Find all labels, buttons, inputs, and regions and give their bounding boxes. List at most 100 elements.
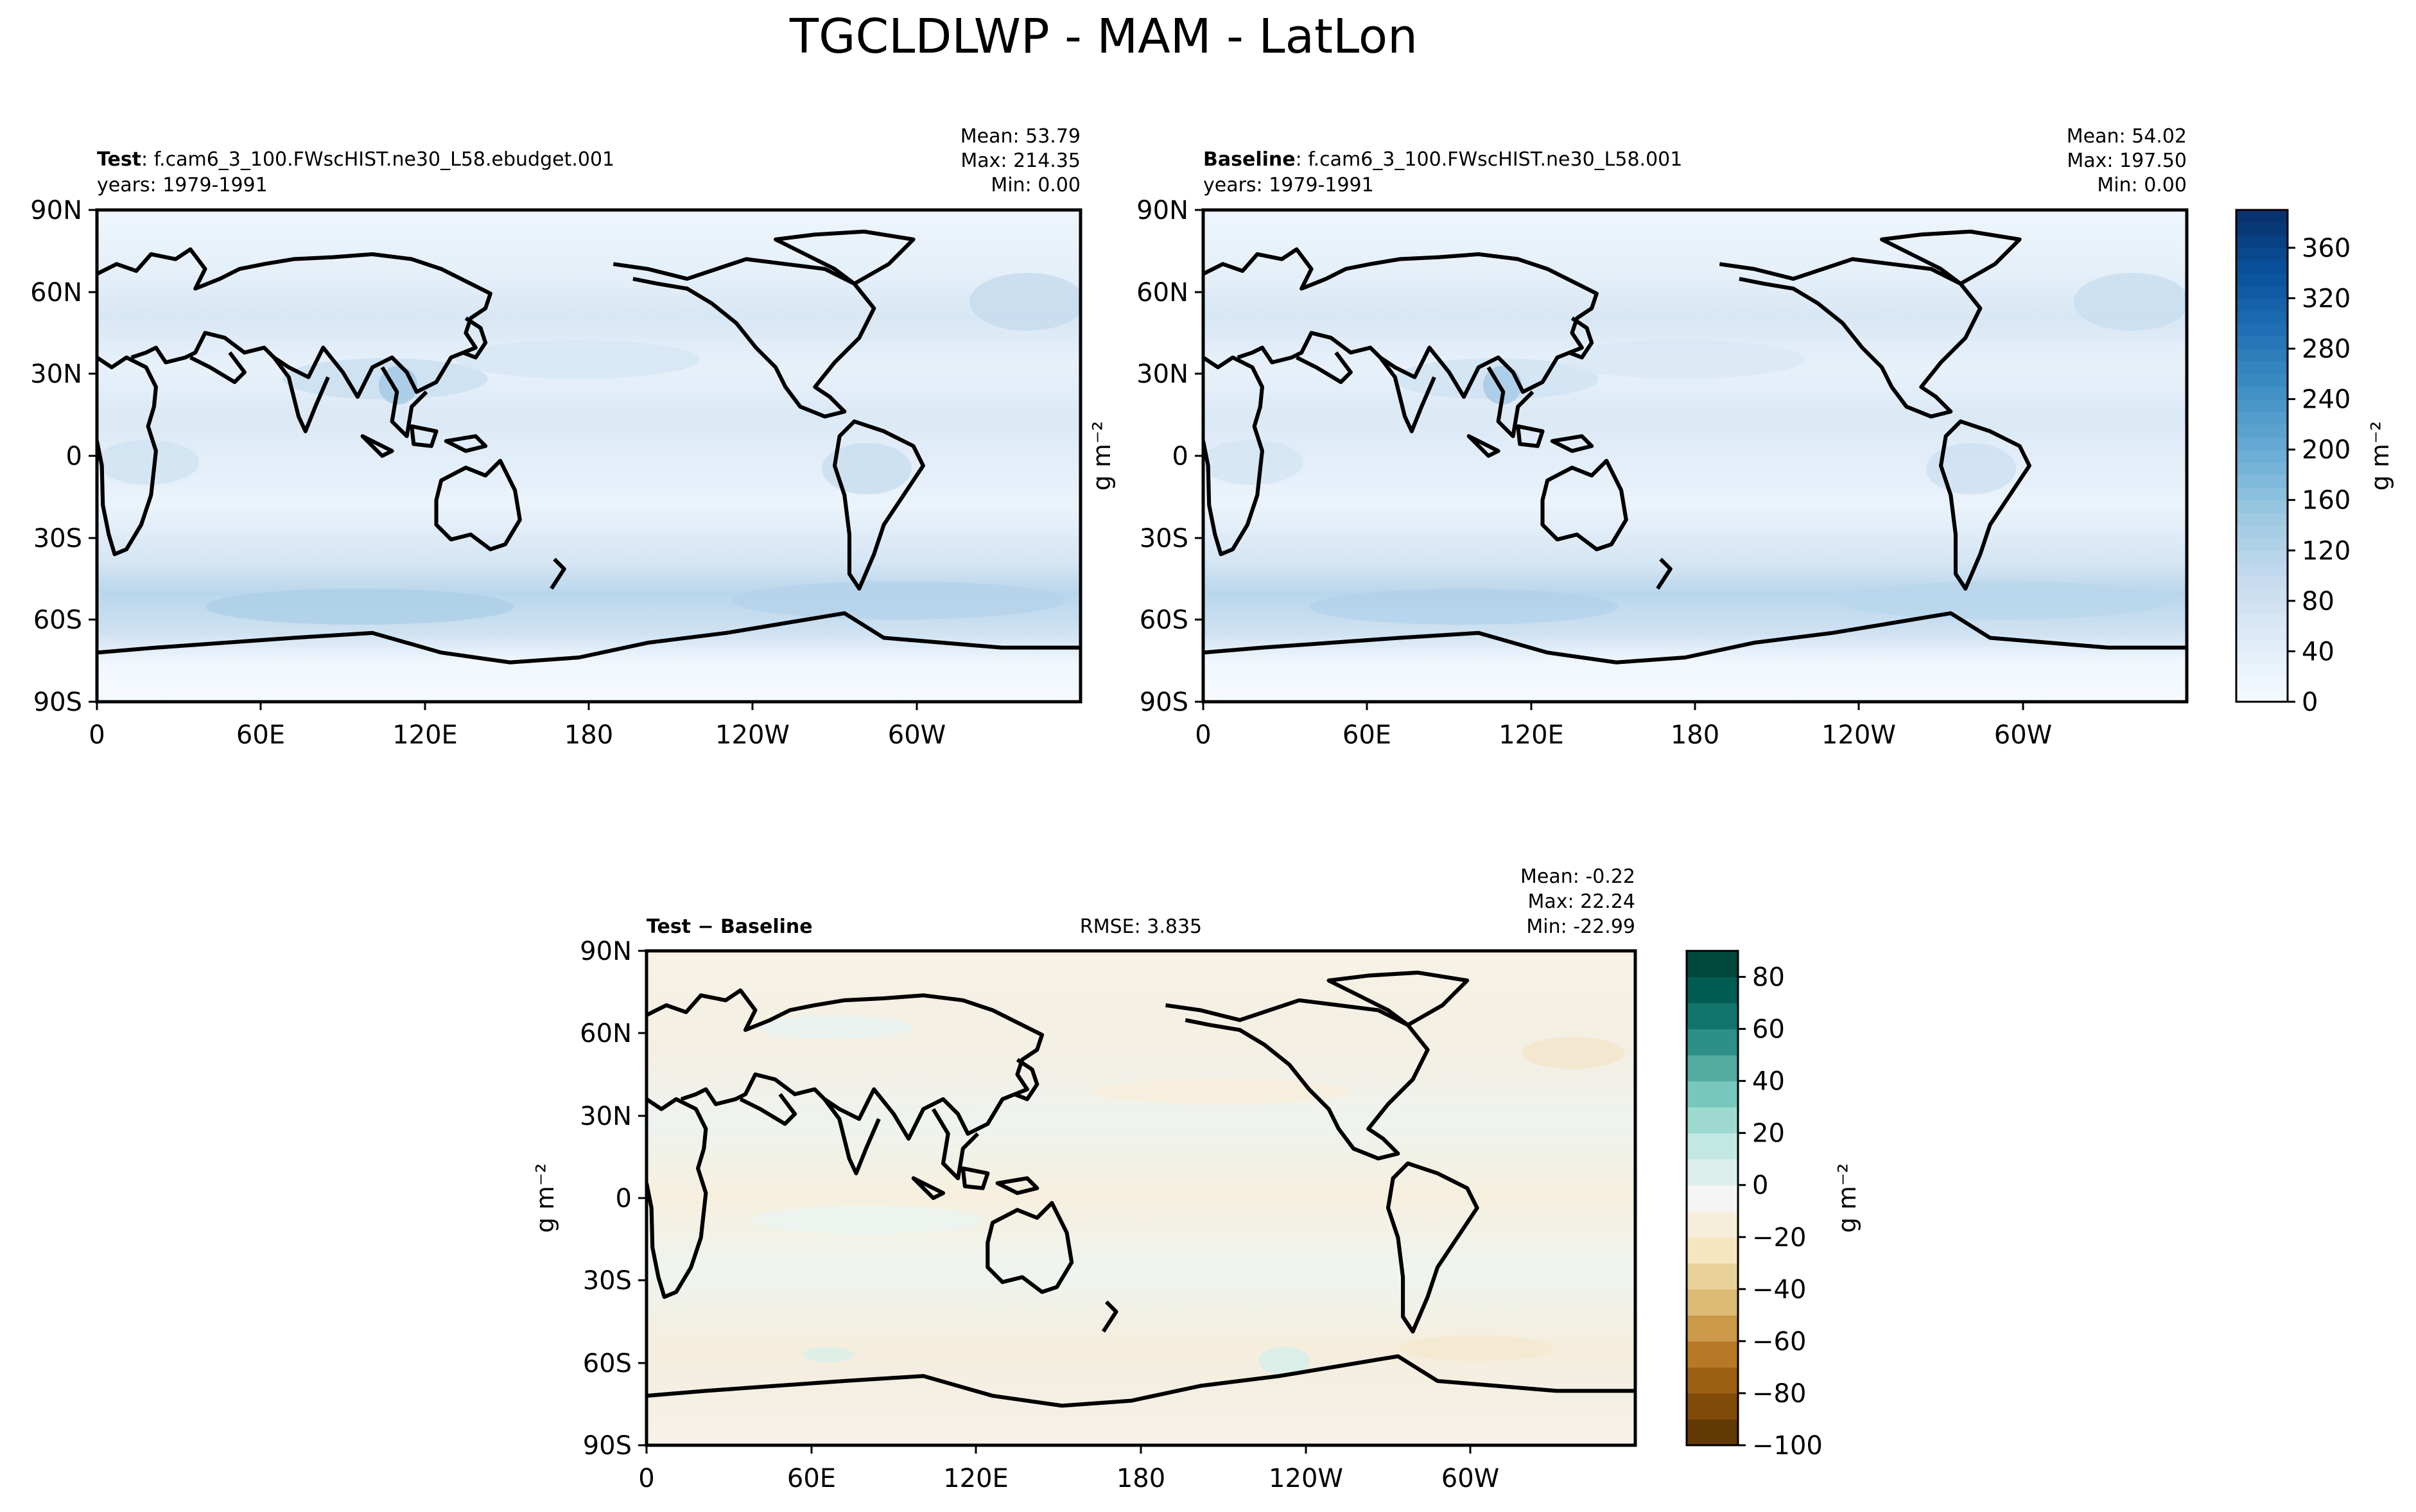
colorbar-swatch [2236, 349, 2288, 362]
difference-xtick-label: 60W [1441, 1464, 1499, 1493]
colorbar-tick-label: −40 [1752, 1275, 1806, 1305]
colorbar-swatch [2236, 298, 2288, 311]
difference-x-axis: 0 60E 120E 180 120W 60W [638, 1445, 1499, 1493]
colorbar-swatch [2236, 386, 2288, 400]
baseline-max: Max: 197.50 [2067, 150, 2187, 172]
colorbar-swatch [2236, 525, 2288, 539]
colorbar-swatch [2236, 235, 2288, 248]
colorbar-swatch [1687, 1263, 1738, 1290]
test-xtick-label: 0 [89, 720, 105, 750]
colorbar-swatch [2236, 626, 2288, 639]
colorbar-tick-label: 0 [2302, 688, 2318, 717]
colorbar-swatch [2236, 600, 2288, 614]
colorbar-swatch [2236, 285, 2288, 299]
difference-min: Min: -22.99 [1526, 916, 1635, 938]
colorbar-swatch [2236, 689, 2288, 702]
colorbar-swatch [2236, 374, 2288, 387]
colorbar-tick-label: 160 [2302, 486, 2351, 516]
difference-label: Test − Baseline [647, 916, 813, 938]
colorbar-swatch [2236, 247, 2288, 261]
colorbar-tick-label: 360 [2302, 234, 2351, 263]
colorbar-tick-label: 40 [2302, 637, 2334, 666]
colorbar-swatch [2236, 638, 2288, 652]
colorbar-swatch [2236, 664, 2288, 677]
colorbar-swatch [2236, 562, 2288, 577]
colorbar-swatch [2236, 537, 2288, 551]
colorbar-swatch [1687, 1133, 1738, 1160]
difference-mean: Mean: -0.22 [1520, 865, 1635, 888]
difference-colorbar-label: g m⁻² [1833, 1163, 1861, 1233]
colorbar-swatch [2236, 462, 2288, 476]
test-years: years: 1979-1991 [97, 174, 268, 196]
baseline-x-axis: 0 60E 120E 180 120W 60W [1195, 702, 2052, 750]
test-field-shading [97, 210, 1081, 702]
test-map [97, 210, 1081, 702]
test-ytick-label: 30N [30, 360, 82, 389]
test-ytick-label: 0 [66, 442, 82, 471]
colorbar-swatch [2236, 222, 2288, 236]
colorbar-swatch [1687, 1029, 1738, 1056]
colorbar-swatch [2236, 588, 2288, 602]
baseline-years: years: 1979-1991 [1203, 174, 1374, 196]
colorbar-swatch [1687, 1211, 1738, 1238]
colorbar-swatch [1687, 1341, 1738, 1368]
colorbar-swatch [1687, 977, 1738, 1004]
baseline-xtick-label: 60E [1343, 720, 1391, 750]
test-mean: Mean: 53.79 [960, 125, 1081, 148]
colorbar-swatch [2236, 449, 2288, 463]
colorbar-tick-label: −100 [1752, 1431, 1823, 1461]
colorbar-swatch [2236, 487, 2288, 501]
difference-colorbar-ticks: 80 60 40 20 0 −20 −40 −60 −80 −100 [1738, 963, 1823, 1461]
colorbar-swatch [1687, 1237, 1738, 1264]
colorbar-swatch [1687, 1003, 1738, 1030]
colorbar-swatch [2236, 412, 2288, 425]
colorbar-tick-label: 0 [1752, 1171, 1768, 1201]
test-panel: Test: f.cam6_3_100.FWscHIST.ne30_L58.ebu… [30, 125, 1082, 750]
field-colorbar-ticks: 0 40 80 120 160 200 240 280 320 360 [2288, 234, 2351, 717]
test-ytick-label: 90N [30, 196, 82, 225]
colorbar-swatch [2236, 512, 2288, 526]
difference-xtick-label: 60E [787, 1464, 836, 1493]
colorbar-swatch [2236, 500, 2288, 513]
difference-rmse: RMSE: 3.835 [1080, 916, 1202, 938]
difference-ytick-label: 90N [580, 937, 632, 966]
test-case-name: : f.cam6_3_100.FWscHIST.ne30_L58.ebudget… [141, 148, 614, 171]
colorbar-swatch [1687, 1419, 1738, 1446]
colorbar-swatch [2236, 273, 2288, 286]
test-y-axis: 90N 60N 30N 0 30S 60S 90S [30, 196, 97, 717]
baseline-field-shading [1203, 210, 2187, 702]
difference-ytick-label: 60N [580, 1019, 632, 1048]
figure-title: TGCLDLWP - MAM - LatLon [789, 9, 1418, 64]
colorbar-tick-label: 60 [1752, 1015, 1785, 1045]
test-max: Max: 214.35 [960, 150, 1081, 172]
colorbar-tick-label: 200 [2302, 435, 2351, 465]
colorbar-tick-label: 80 [1752, 963, 1785, 993]
difference-ytick-label: 0 [616, 1184, 632, 1213]
colorbar-swatch [1687, 1107, 1738, 1134]
difference-xtick-label: 0 [638, 1464, 654, 1493]
test-x-axis: 0 60E 120E 180 120W 60W [89, 702, 946, 750]
baseline-min: Min: 0.00 [2097, 174, 2187, 196]
colorbar-tick-label: −20 [1752, 1223, 1806, 1253]
colorbar-swatch [2236, 651, 2288, 665]
colorbar-swatch [2236, 613, 2288, 627]
baseline-xtick-label: 60W [1994, 720, 2052, 750]
baseline-case-name: : f.cam6_3_100.FWscHIST.ne30_L58.001 [1296, 148, 1683, 171]
difference-ylabel: g m⁻² [531, 1163, 559, 1233]
baseline-xtick-label: 0 [1195, 720, 1211, 750]
difference-ytick-label: 30S [583, 1266, 632, 1296]
colorbar-swatch [2236, 399, 2288, 412]
test-xtick-label: 120W [715, 720, 790, 750]
svg-text:Test: f.cam6_3_100.FWscHIST.ne: Test: f.cam6_3_100.FWscHIST.ne30_L58.ebu… [97, 148, 614, 171]
test-xtick-label: 180 [564, 720, 613, 750]
colorbar-swatch [1687, 1289, 1738, 1316]
difference-y-axis: 90N 60N 30N 0 30S 60S 90S [580, 937, 647, 1461]
colorbar-swatch [1687, 1393, 1738, 1420]
colorbar-swatch [2236, 361, 2288, 374]
difference-xtick-label: 120E [943, 1464, 1009, 1493]
colorbar-swatch [1687, 1159, 1738, 1186]
difference-colorbar: 80 60 40 20 0 −20 −40 −60 −80 −100 g m⁻² [1685, 950, 1861, 1461]
difference-colorbar-swatches [1687, 951, 1738, 1446]
difference-ytick-label: 30N [580, 1102, 632, 1131]
